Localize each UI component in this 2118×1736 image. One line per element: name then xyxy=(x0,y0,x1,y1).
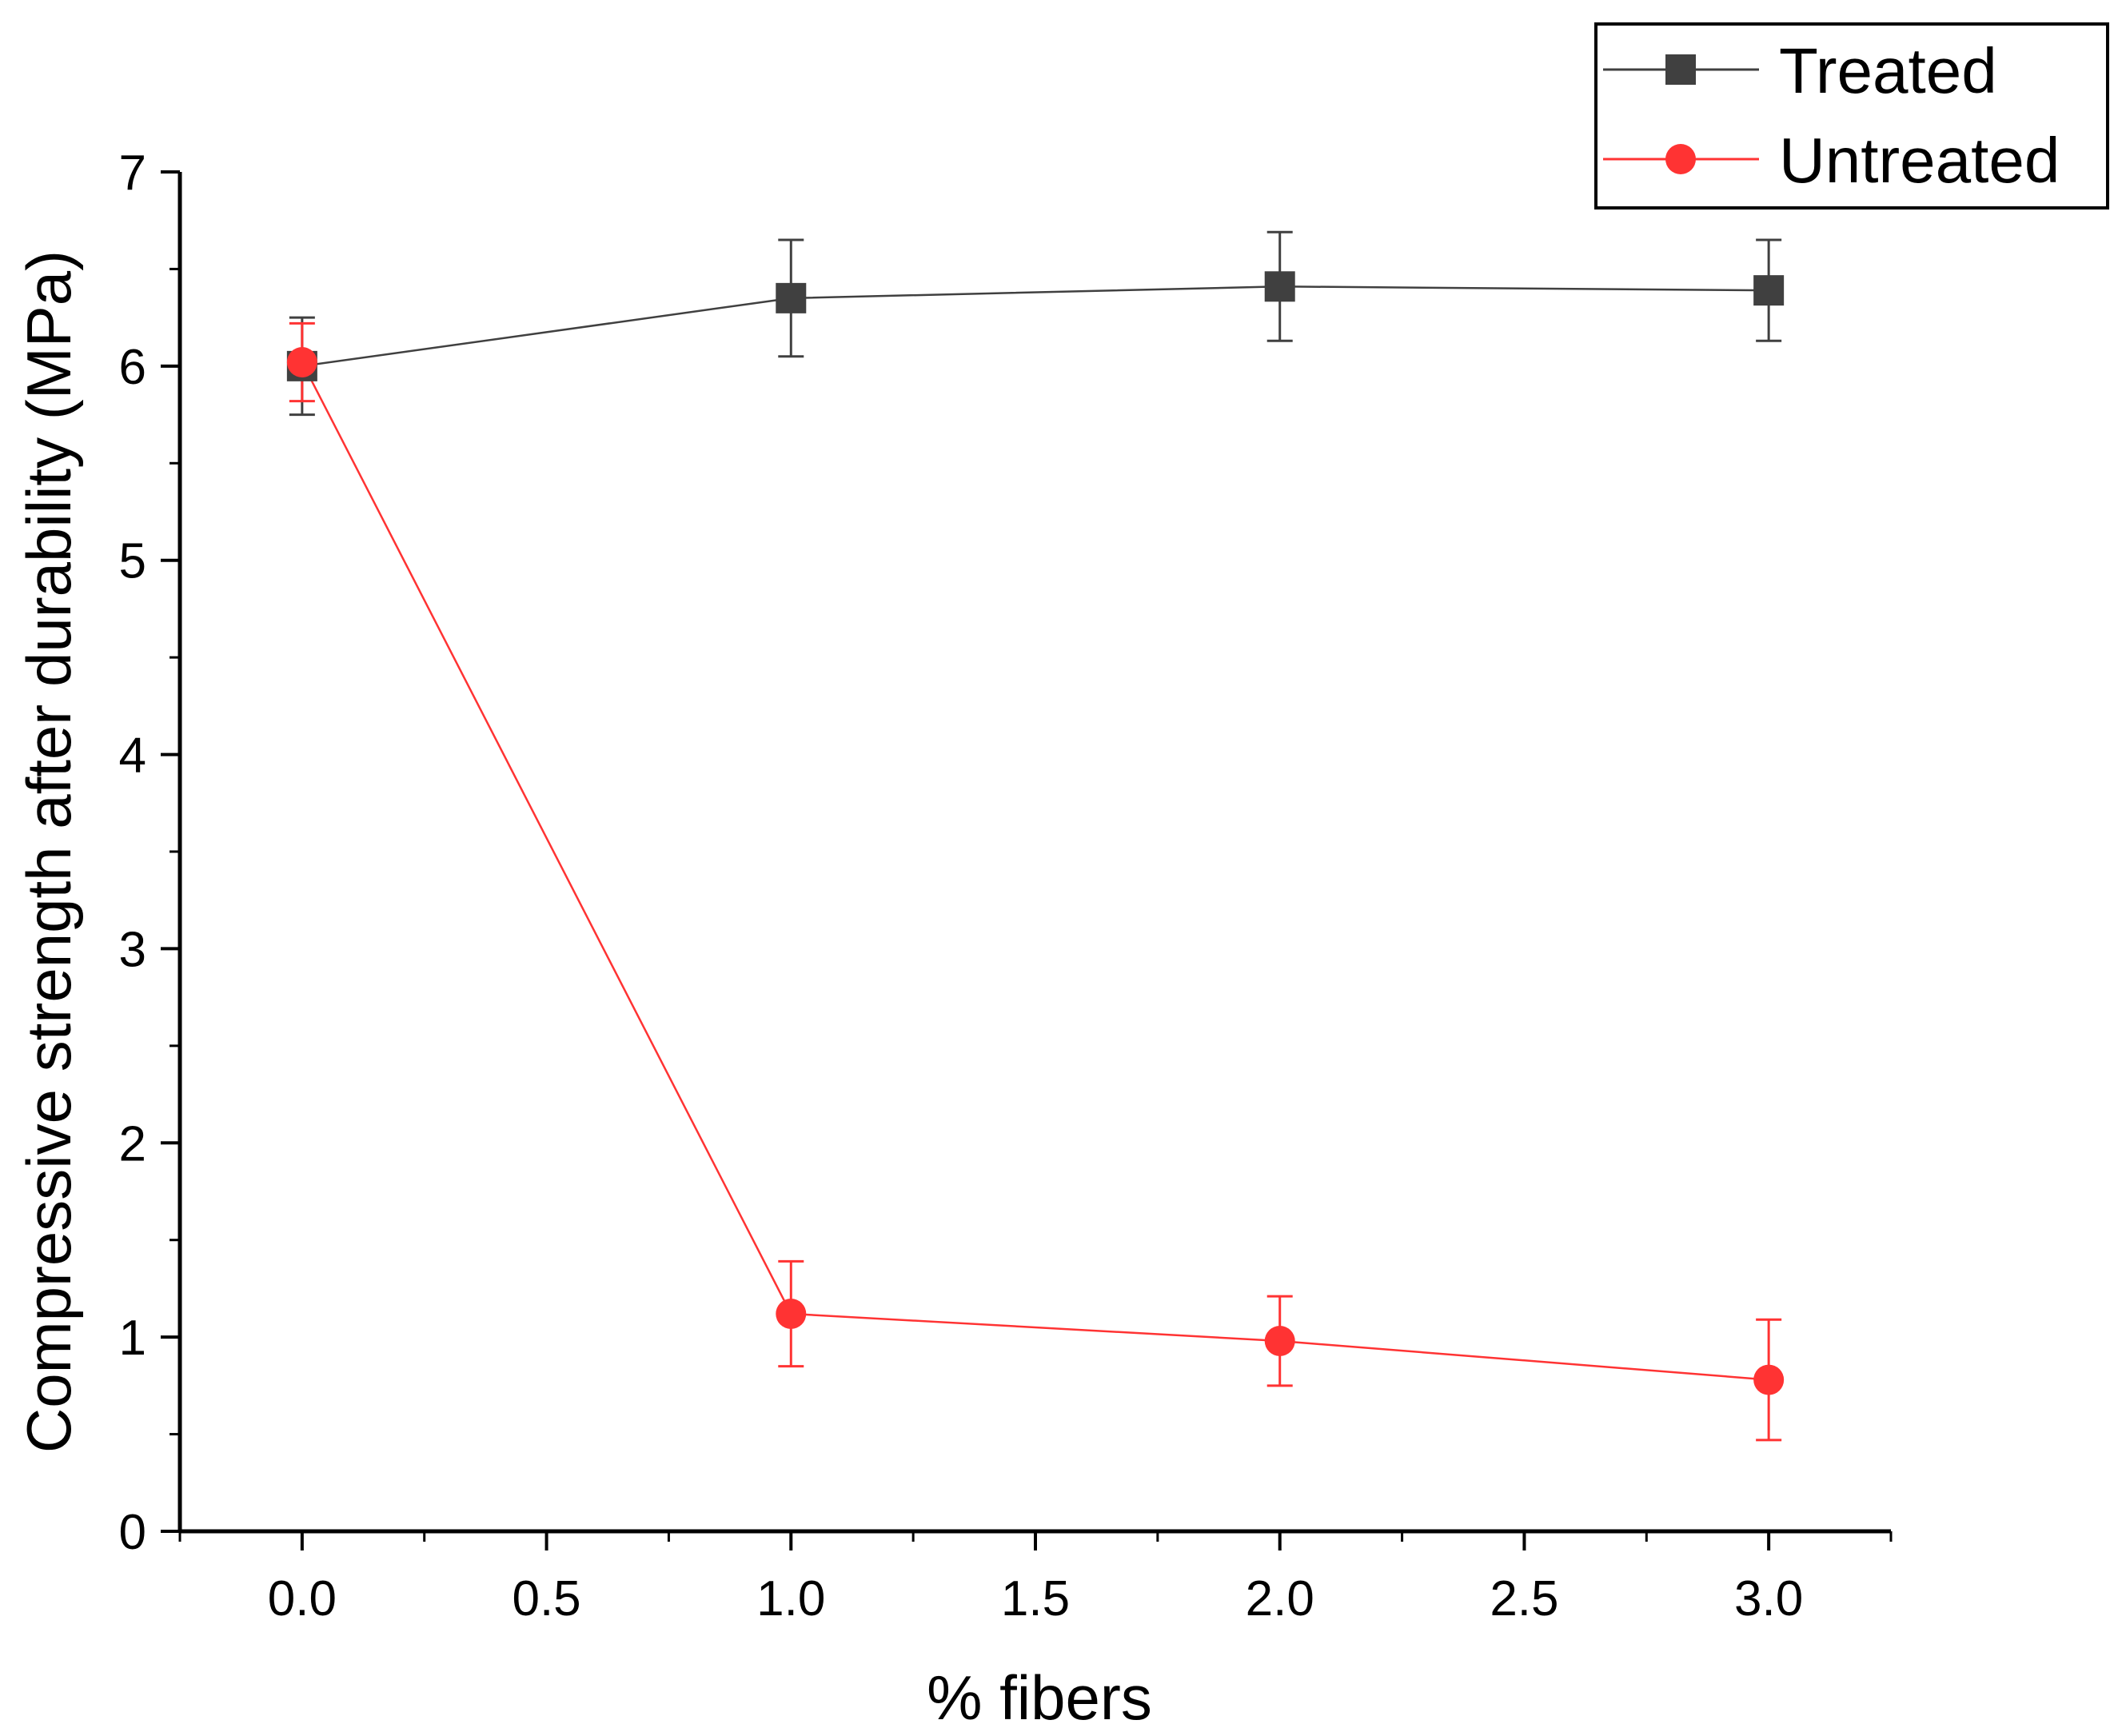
treated-series-line xyxy=(301,285,1769,368)
ticks: 0.0 0.5 1.0 1.5 2.0 2.5 3.0 0 1 2 3 4 5 6 7 xyxy=(119,146,1893,1626)
y-tick-label: 3 xyxy=(119,922,146,977)
series xyxy=(286,230,1785,1442)
treated-point xyxy=(1753,275,1785,306)
untreated-series-line xyxy=(301,361,1769,1381)
y-tick-label: 1 xyxy=(119,1311,146,1366)
x-tick-label: 0.0 xyxy=(268,1571,337,1626)
legend: Treated Untreated xyxy=(1594,22,2109,210)
y-tick-label: 2 xyxy=(119,1116,146,1171)
untreated-point xyxy=(286,347,317,377)
x-axis-title: % fibers xyxy=(927,1662,1152,1733)
y-tick-label: 4 xyxy=(119,728,146,784)
x-tick-label: 2.0 xyxy=(1246,1571,1314,1626)
x-tick-label: 1.0 xyxy=(756,1571,825,1626)
legend-untreated-label: Untreated xyxy=(1779,125,2060,196)
y-axis-title: Compressive strength after durability (M… xyxy=(14,250,84,1453)
y-tick-label: 6 xyxy=(119,340,146,395)
legend-treated-marker xyxy=(1665,54,1696,85)
legend-untreated-marker xyxy=(1665,144,1696,174)
untreated-point xyxy=(1264,1326,1295,1356)
legend-treated-label: Treated xyxy=(1779,35,1997,106)
x-tick-label: 2.5 xyxy=(1490,1571,1558,1626)
legend-items: Treated Untreated xyxy=(1603,35,2060,196)
x-tick-label: 3.0 xyxy=(1734,1571,1803,1626)
untreated-point xyxy=(1753,1364,1785,1395)
y-tick-label: 7 xyxy=(119,146,146,201)
y-tick-label: 5 xyxy=(119,534,146,589)
y-tick-label: 0 xyxy=(119,1505,146,1560)
treated-point xyxy=(1264,271,1295,302)
treated-point xyxy=(776,282,807,313)
x-tick-label: 0.5 xyxy=(512,1571,580,1626)
untreated-point xyxy=(776,1299,807,1329)
x-tick-label: 1.5 xyxy=(1001,1571,1070,1626)
